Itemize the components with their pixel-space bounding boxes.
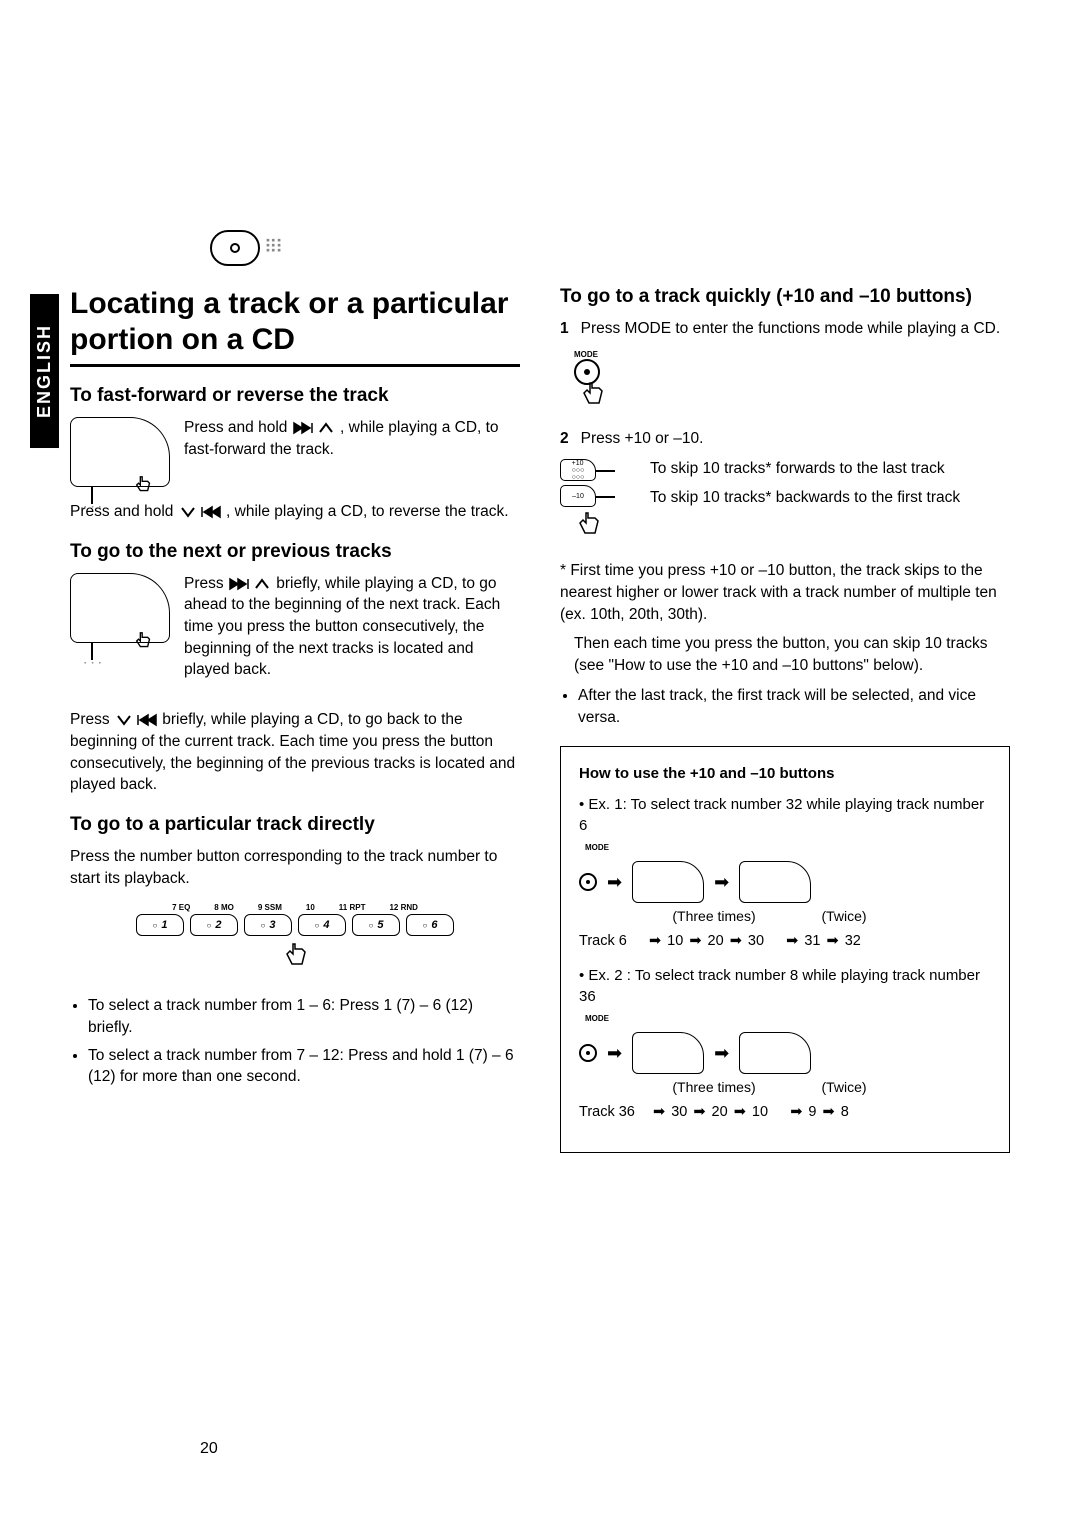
skip-backward-text: To skip 10 tracks* backwards to the firs… xyxy=(650,488,960,509)
subtitle-fastforward: To fast-forward or reverse the track xyxy=(70,385,520,407)
direct-text: Press the number button corresponding to… xyxy=(70,846,520,889)
button-illustration: ⠂⠂⠂ xyxy=(70,417,170,487)
subtitle-quick: To go to a track quickly (+10 and –10 bu… xyxy=(560,286,1010,308)
footnote-3: After the last track, the first track wi… xyxy=(578,685,1010,728)
footnote-2: Then each time you press the button, you… xyxy=(560,633,1010,676)
step-number-1: 1 xyxy=(560,318,569,340)
footnote-1: * First time you press +10 or –10 button… xyxy=(560,560,1010,625)
example-1: • Ex. 1: To select track number 32 while… xyxy=(579,794,991,836)
ffwd-up-icon-2 xyxy=(228,577,272,591)
step-2-text: Press +10 or –10. xyxy=(581,428,704,450)
track-sequence-2: Track 36 ➡ 30 ➡ 20 ➡ 10 ➡ 9 ➡ 8 xyxy=(579,1102,991,1122)
button-illustration-2: ⠂⠂⠂ xyxy=(70,573,170,643)
ffwd-text: Press and hold , while playing a CD, to … xyxy=(184,417,520,460)
skip-forward-text: To skip 10 tracks* forwards to the last … xyxy=(650,459,960,480)
number-buttons-diagram: 7 EQ 8 MO 9 SSM 10 11 RPT 12 RND ○1 ○2 ○… xyxy=(70,903,520,975)
example-2: • Ex. 2 : To select track number 8 while… xyxy=(579,965,991,1007)
cd-section-icon: ⠿⠇ xyxy=(210,230,1010,266)
down-rew-icon xyxy=(178,505,222,519)
box-title: How to use the +10 and –10 buttons xyxy=(579,763,991,784)
mode-button-diagram: MODE xyxy=(574,350,1010,414)
page-number: 20 xyxy=(200,1440,218,1458)
sequence-diagram-1: ➡ ➡ xyxy=(579,861,991,903)
sequence-diagram-2: ➡ ➡ xyxy=(579,1032,991,1074)
step-1-text: Press MODE to enter the functions mode w… xyxy=(581,318,1001,340)
plus-minus-ten-diagram: +10○○○○○○ –10 xyxy=(560,459,636,544)
main-title: Locating a track or a particular portion… xyxy=(70,286,520,367)
subtitle-nextprev: To go to the next or previous tracks xyxy=(70,541,520,563)
step-number-2: 2 xyxy=(560,428,569,450)
prev-track-text: Press briefly, while playing a CD, to go… xyxy=(70,709,520,796)
direct-bullets: To select a track number from 1 – 6: Pre… xyxy=(70,995,520,1088)
down-rew-icon-2 xyxy=(114,713,158,727)
reverse-text: Press and hold , while playing a CD, to … xyxy=(70,501,520,523)
next-track-text: Press briefly, while playing a CD, to go… xyxy=(184,573,520,681)
language-tab: ENGLISH xyxy=(30,294,59,448)
howto-box: How to use the +10 and –10 buttons • Ex.… xyxy=(560,746,1010,1153)
subtitle-direct: To go to a particular track directly xyxy=(70,814,520,836)
ffwd-up-icon xyxy=(292,421,336,435)
track-sequence-1: Track 6 ➡ 10 ➡ 20 ➡ 30 ➡ 31 ➡ 32 xyxy=(579,931,991,951)
